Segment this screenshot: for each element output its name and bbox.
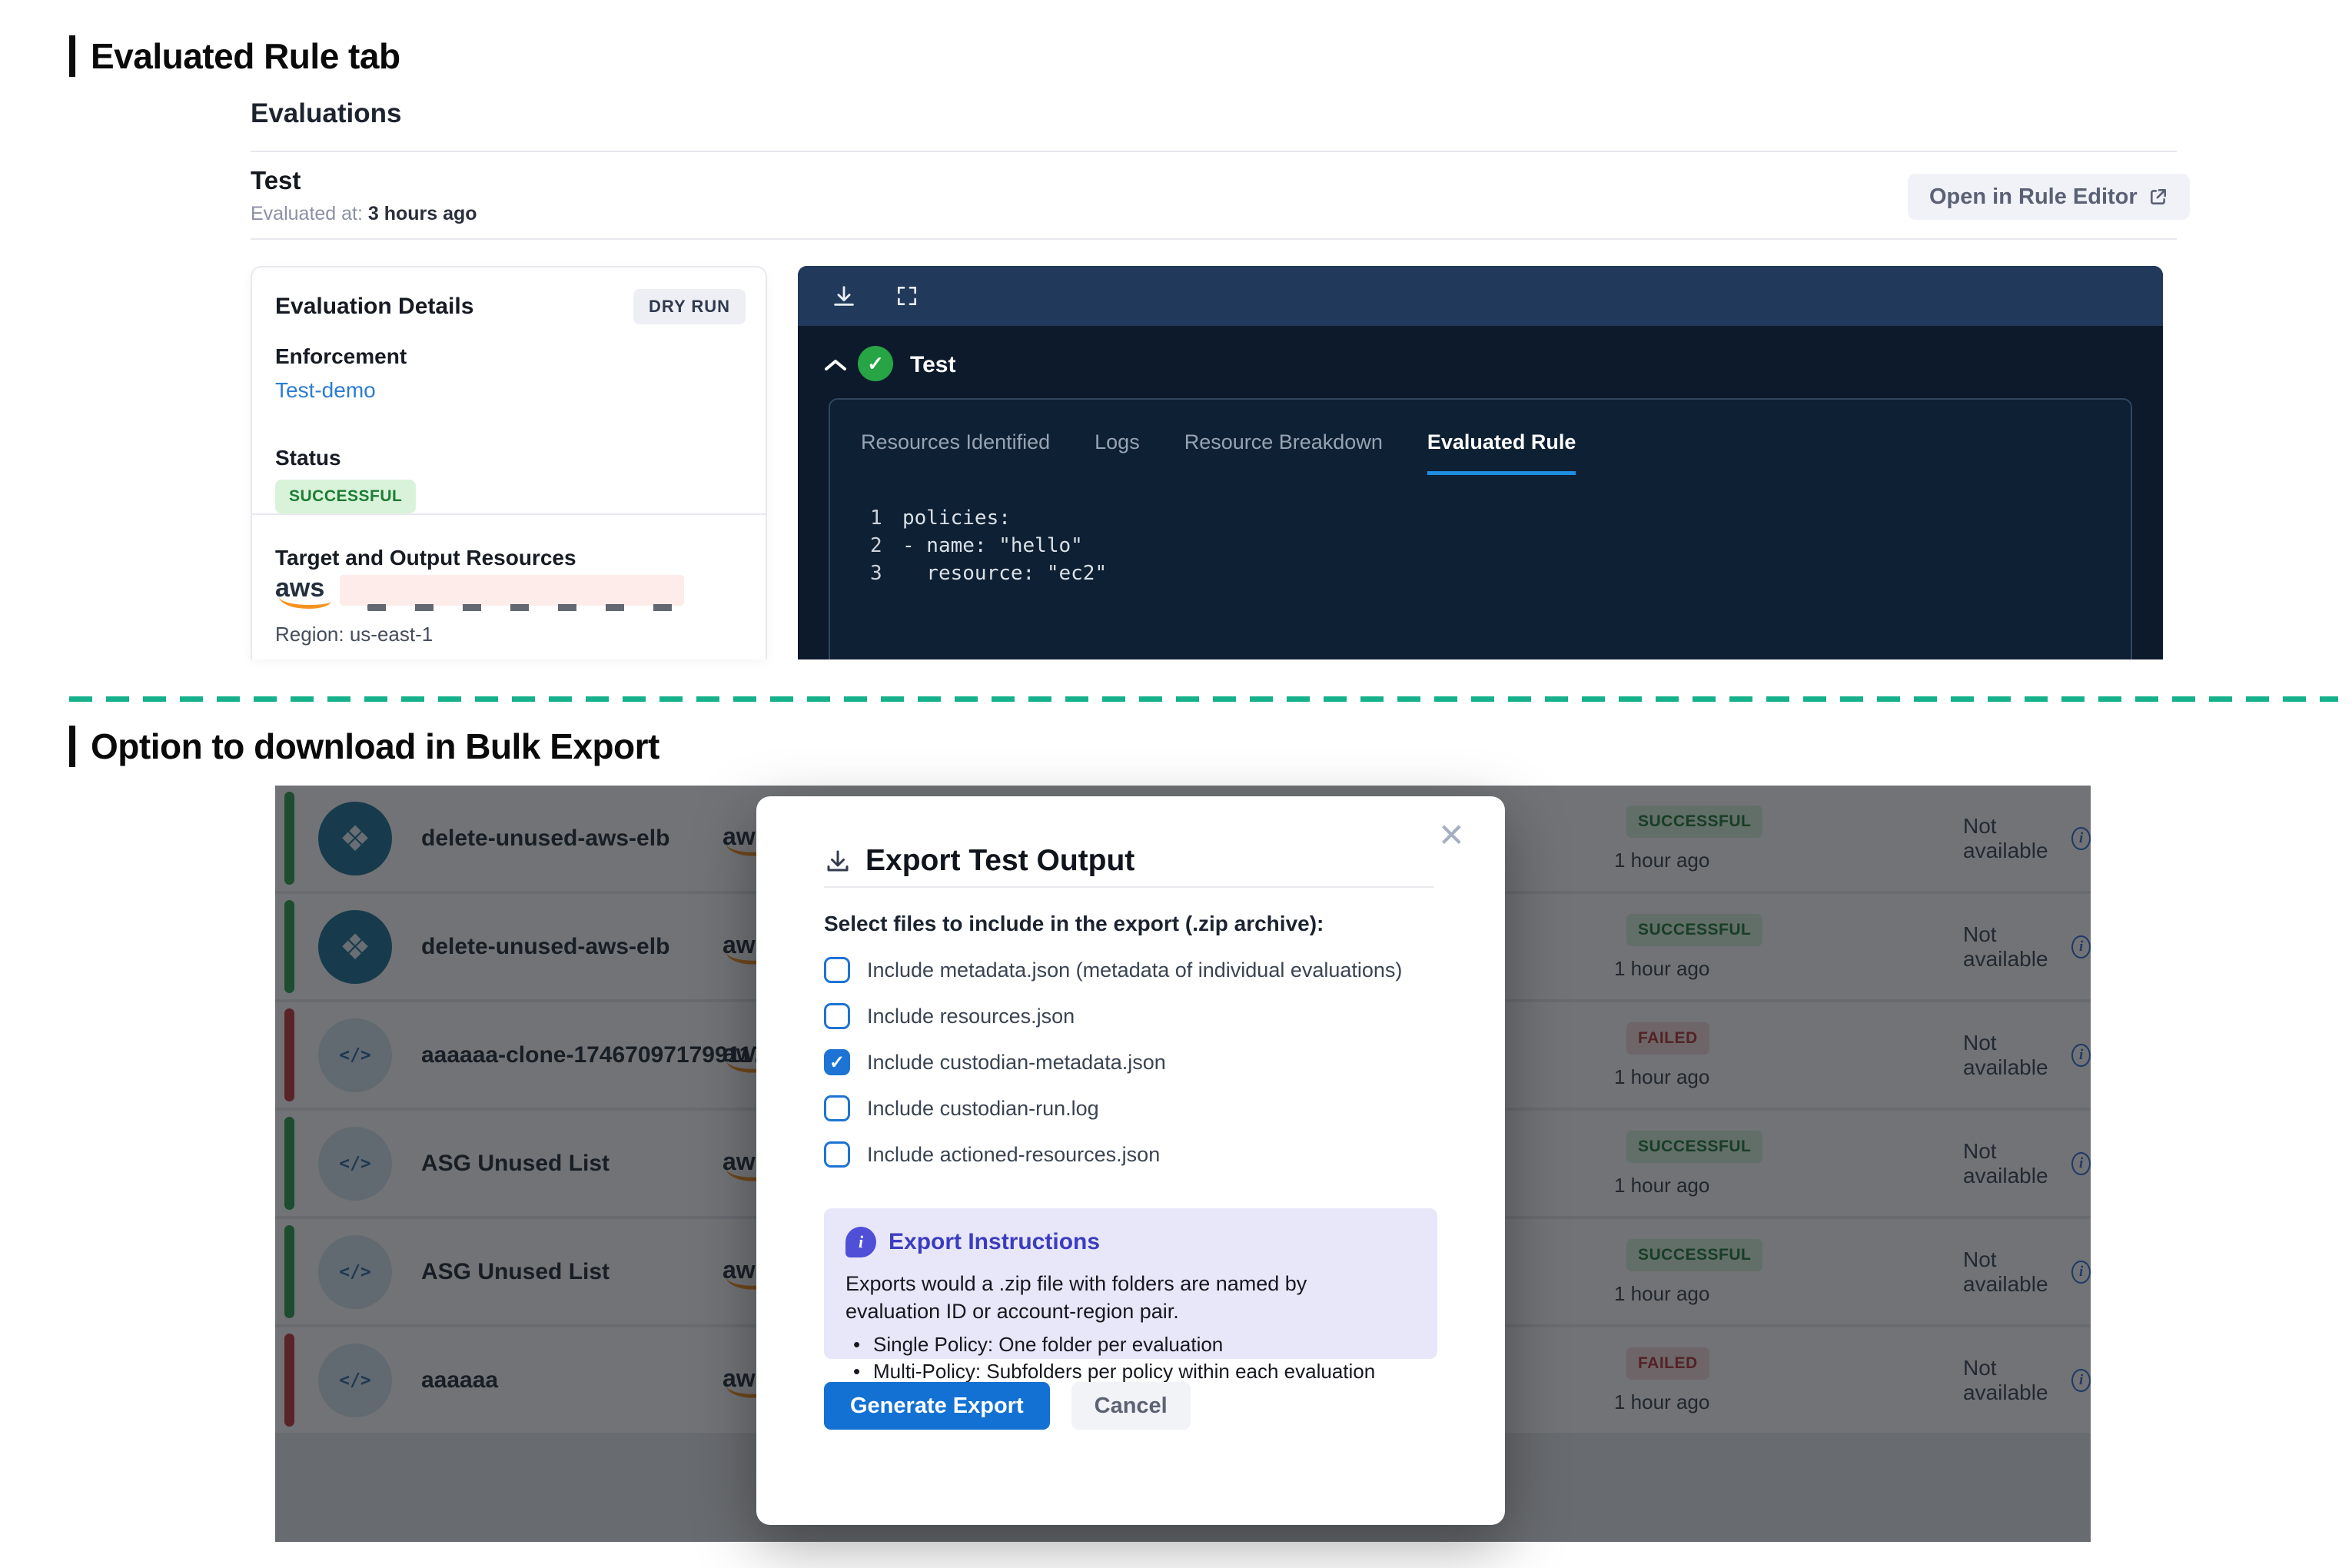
download-icon <box>824 847 852 875</box>
external-link-icon <box>2148 187 2168 207</box>
checkbox-row[interactable]: Include custodian-run.log <box>824 1085 1402 1131</box>
checkbox-row[interactable]: Include actioned-resources.json <box>824 1131 1402 1178</box>
line-text: resource: "ec2" <box>902 562 1108 585</box>
checkbox[interactable] <box>824 1049 850 1075</box>
checkbox-label: Include resources.json <box>867 1004 1075 1028</box>
checkbox-label: Include metadata.json (metadata of indiv… <box>867 958 1403 982</box>
checkbox[interactable] <box>824 1141 850 1168</box>
region-text: Region: us-east-1 <box>275 623 434 646</box>
status-badge: SUCCESSFUL <box>275 480 417 513</box>
evaluated-at-label: Evaluated at: <box>251 203 363 224</box>
open-in-rule-editor-button[interactable]: Open in Rule Editor <box>1908 174 2190 220</box>
section-heading-text: Evaluated Rule tab <box>91 36 400 76</box>
viewer-tab[interactable]: Logs <box>1095 430 1140 453</box>
instructions-body: Exports would a .zip file with folders a… <box>845 1272 1307 1323</box>
divider <box>251 151 2177 152</box>
dashed-divider <box>69 696 2338 702</box>
instruction-bullet: Single Policy: One folder per evaluation <box>845 1331 1416 1358</box>
checkbox-list: Include metadata.json (metadata of indiv… <box>824 947 1402 1178</box>
section-heading-bulk-export: Option to download in Bulk Export <box>69 726 659 767</box>
instruction-bullet: Multi-Policy: Subfolders per policy with… <box>845 1358 1416 1385</box>
checkbox-row[interactable]: Include metadata.json (metadata of indiv… <box>824 947 1402 993</box>
line-number: 3 <box>870 562 882 585</box>
divider <box>824 886 1434 888</box>
generate-export-button[interactable]: Generate Export <box>824 1382 1050 1430</box>
viewer-card: Resources Identified Logs Resource Break… <box>829 398 2132 659</box>
checkbox-row[interactable]: Include custodian-metadata.json <box>824 1039 1402 1085</box>
checkbox[interactable] <box>824 1003 850 1029</box>
line-text: - name: "hello" <box>902 534 1083 557</box>
success-check-icon: ✓ <box>858 346 893 381</box>
evaluations-title: Evaluations <box>251 98 402 128</box>
redacted-resource-text <box>340 575 684 606</box>
enforcement-label: Enforcement <box>275 344 407 368</box>
instructions-title: Export Instructions <box>889 1229 1101 1254</box>
section-heading-evaluated-rule: Evaluated Rule tab <box>69 35 400 77</box>
evaluation-details-card: Evaluation Details DRY RUN Enforcement T… <box>251 266 767 659</box>
modal-title: Export Test Output <box>865 844 1135 877</box>
evaluation-viewer-panel: ✓ Test Resources Identified Logs Resourc… <box>798 266 2163 659</box>
viewer-group-title: Test <box>910 352 956 377</box>
details-card-title: Evaluation Details <box>275 294 474 319</box>
fullscreen-icon[interactable] <box>893 282 921 310</box>
open-in-rule-editor-label: Open in Rule Editor <box>1929 184 2138 209</box>
line-number: 2 <box>870 534 882 557</box>
close-icon[interactable]: ✕ <box>1437 817 1465 853</box>
heading-bar <box>69 35 75 77</box>
modal-header: Export Test Output <box>824 844 1134 878</box>
download-icon[interactable] <box>830 282 858 310</box>
checkbox-label: Include custodian-metadata.json <box>867 1050 1166 1074</box>
evaluation-name: Test <box>251 166 301 194</box>
evaluated-at: Evaluated at: 3 hours ago <box>251 203 477 225</box>
modal-buttons: Generate Export Cancel <box>824 1382 1191 1430</box>
code-line: 2 - name: "hello" <box>870 532 1107 560</box>
target-resources-label: Target and Output Resources <box>275 546 576 570</box>
dry-run-badge: DRY RUN <box>633 289 746 324</box>
evaluated-at-value: 3 hours ago <box>367 203 477 224</box>
instructions-bullets: Single Policy: One folder per evaluation… <box>845 1331 1416 1385</box>
enforcement-link[interactable]: Test-demo <box>275 378 376 402</box>
section-heading-text: Option to download in Bulk Export <box>91 726 659 766</box>
code-block: 1 policies: 2 - name: "hello" 3 resource… <box>870 504 1107 587</box>
viewer-tab[interactable]: Evaluated Rule <box>1427 430 1576 475</box>
export-instructions-box: i Export Instructions Exports would a .z… <box>824 1208 1437 1385</box>
export-modal: ✕ Export Test Output Select files to inc… <box>756 796 1505 1525</box>
viewer-tabs: Resources Identified Logs Resource Break… <box>861 430 1576 475</box>
chevron-up-icon[interactable] <box>824 358 847 372</box>
cancel-button[interactable]: Cancel <box>1071 1382 1191 1430</box>
checkbox-label: Include custodian-run.log <box>867 1096 1099 1120</box>
code-line: 1 policies: <box>870 504 1107 532</box>
checkbox-row[interactable]: Include resources.json <box>824 993 1402 1039</box>
aws-logo: aws <box>275 575 331 609</box>
viewer-toolbar <box>798 266 2163 326</box>
status-label: Status <box>275 446 341 470</box>
instructions-header: i Export Instructions <box>845 1227 1416 1257</box>
info-bubble-icon: i <box>845 1227 876 1257</box>
viewer-tab[interactable]: Resources Identified <box>861 430 1051 453</box>
line-text: policies: <box>902 507 1011 530</box>
divider <box>251 238 2177 240</box>
viewer-tab[interactable]: Resource Breakdown <box>1184 430 1383 453</box>
divider <box>252 513 766 515</box>
code-line: 3 resource: "ec2" <box>870 560 1107 587</box>
aws-smile <box>279 596 331 609</box>
line-number: 1 <box>870 507 882 530</box>
checkbox-label: Include actioned-resources.json <box>867 1142 1161 1166</box>
checkbox[interactable] <box>824 957 850 983</box>
redacted-text-descenders <box>367 604 675 611</box>
heading-bar <box>69 726 75 767</box>
select-files-label: Select files to include in the export (.… <box>824 912 1324 935</box>
checkbox[interactable] <box>824 1095 850 1121</box>
